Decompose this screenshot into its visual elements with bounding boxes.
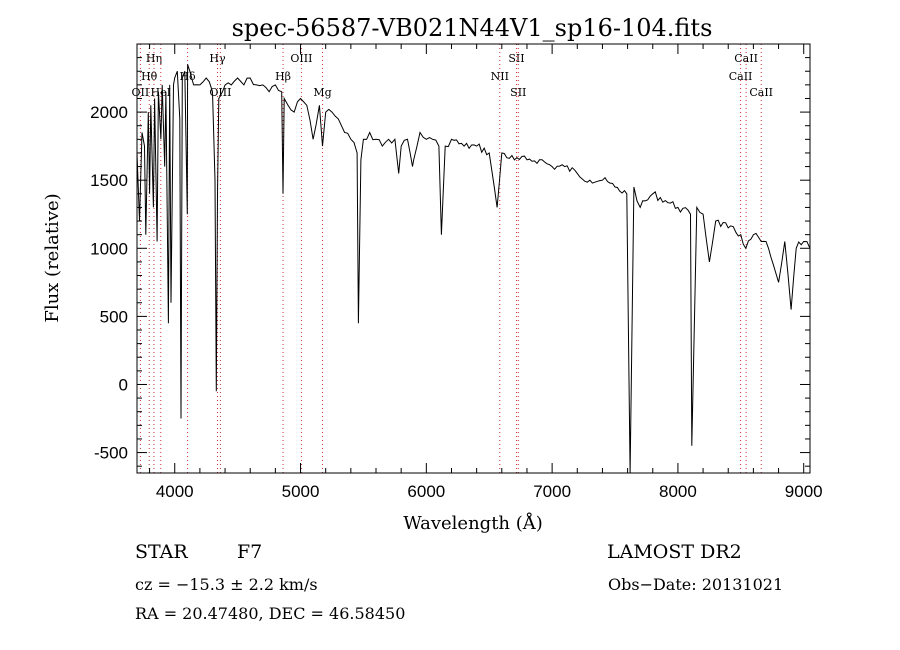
x-tick-label-3: 7000: [533, 482, 571, 501]
redshift-text: cz = −15.3 ± 2.2 km/s: [135, 575, 318, 594]
line-label-1: Hθ: [141, 70, 158, 83]
y-tick-label-5: 2000: [90, 103, 128, 122]
line-label-8: Hβ: [275, 70, 291, 83]
object-class: STAR: [135, 541, 188, 563]
line-label-3: HeI: [151, 86, 171, 99]
x-tick-label-2: 6000: [407, 482, 445, 501]
line-label-14: CaII: [729, 70, 753, 83]
line-label-7: OIII: [290, 52, 312, 65]
y-tick-label-3: 1000: [90, 239, 128, 258]
chart-title: spec-56587-VB021N44V1_sp16-104.fits: [232, 14, 713, 42]
object-subclass: F7: [237, 541, 263, 563]
line-label-13: CaII: [734, 52, 758, 65]
y-tick-label-1: 0: [119, 375, 128, 394]
survey-name: LAMOST DR2: [607, 541, 742, 563]
y-tick-label-2: 500: [100, 307, 128, 326]
x-tick-label-1: 5000: [282, 482, 320, 501]
coordinates-text: RA = 20.47480, DEC = 46.58450: [135, 604, 406, 623]
x-tick-label-5: 9000: [785, 482, 823, 501]
line-label-12: SII: [510, 86, 526, 99]
axis-ticks: 4000 5000 6000 7000 8000 9000 -500 0 500 1000 1500…: [90, 44, 823, 501]
line-label-6: OIII: [209, 86, 231, 99]
x-axis-label: Wavelength (Å): [403, 512, 543, 534]
y-axis-label: Flux (relative): [42, 193, 63, 322]
line-label-0: Hη: [146, 52, 162, 65]
obs-date-text: Obs−Date: 20131021: [608, 575, 784, 594]
x-tick-label-4: 8000: [659, 482, 697, 501]
line-label-2: OII: [132, 86, 150, 99]
x-tick-label-0: 4000: [156, 482, 194, 501]
series-line: [136, 64, 811, 474]
line-label-9: Mg: [313, 86, 331, 99]
plot-frame: [136, 43, 811, 474]
line-label-10: SII: [508, 52, 524, 65]
y-tick-label-0: -500: [94, 444, 128, 463]
line-label-11: NII: [491, 70, 509, 83]
y-tick-label-4: 1500: [90, 171, 128, 190]
line-label-15: CaII: [749, 86, 773, 99]
line-label-5: Hγ: [209, 52, 226, 65]
